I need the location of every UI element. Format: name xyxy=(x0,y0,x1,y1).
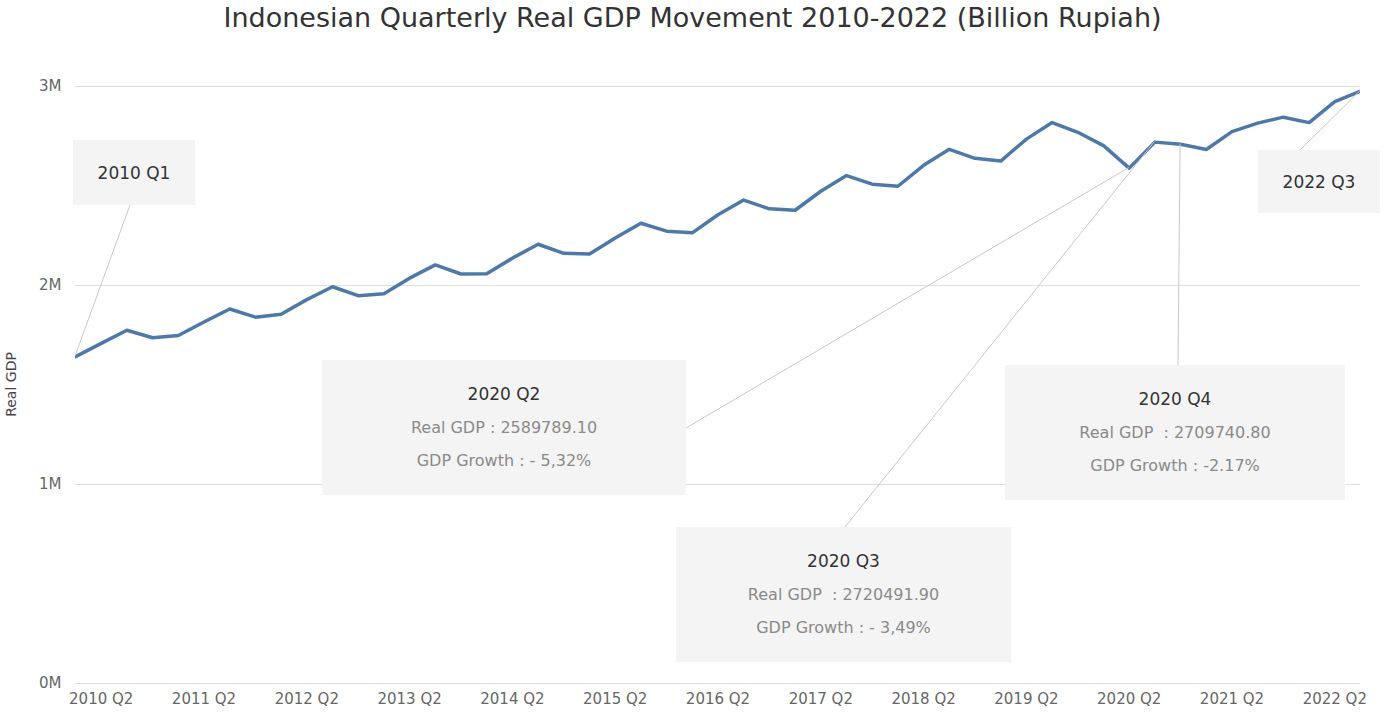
svg-text:2017 Q2: 2017 Q2 xyxy=(789,690,853,708)
svg-text:2014 Q2: 2014 Q2 xyxy=(480,690,544,708)
svg-text:GDP Growth : - 3,49%: GDP Growth : - 3,49% xyxy=(756,618,931,637)
svg-text:Real GDP : 2589789.10: Real GDP : 2589789.10 xyxy=(411,418,597,437)
svg-text:Real GDP : 2720491.90: Real GDP : 2720491.90 xyxy=(748,585,939,604)
svg-text:2011 Q2: 2011 Q2 xyxy=(172,690,236,708)
svg-text:2M: 2M xyxy=(39,276,62,294)
svg-text:2020 Q4: 2020 Q4 xyxy=(1139,389,1212,409)
svg-text:0M: 0M xyxy=(39,674,62,692)
svg-text:2021 Q2: 2021 Q2 xyxy=(1200,690,1264,708)
html-text:Indonesian Quarterly Real GDP: Indonesian Quarterly Real GDP Movement 2… xyxy=(223,2,1162,33)
svg-text:GDP Growth : - 5,32%: GDP Growth : - 5,32% xyxy=(417,451,592,470)
svg-text:2016 Q2: 2016 Q2 xyxy=(686,690,750,708)
svg-text:3M: 3M xyxy=(39,77,62,95)
svg-text:2010 Q2: 2010 Q2 xyxy=(69,690,133,708)
svg-text:2022 Q3: 2022 Q3 xyxy=(1283,172,1356,192)
svg-text:2019 Q2: 2019 Q2 xyxy=(994,690,1058,708)
svg-text:1M: 1M xyxy=(39,475,62,493)
svg-text:2022 Q2: 2022 Q2 xyxy=(1303,690,1367,708)
svg-text:2020 Q2: 2020 Q2 xyxy=(1097,690,1161,708)
svg-text:2013 Q2: 2013 Q2 xyxy=(377,690,441,708)
svg-text:2010 Q1: 2010 Q1 xyxy=(98,163,171,183)
svg-text:Real GDP : 2709740.80: Real GDP : 2709740.80 xyxy=(1079,423,1270,442)
svg-text:2020 Q3: 2020 Q3 xyxy=(807,551,880,571)
svg-text:2018 Q2: 2018 Q2 xyxy=(891,690,955,708)
svg-text:GDP Growth : -2.17%: GDP Growth : -2.17% xyxy=(1090,456,1260,475)
svg-text:Real GDP: Real GDP xyxy=(3,352,19,417)
svg-text:2015 Q2: 2015 Q2 xyxy=(583,690,647,708)
svg-text:2012 Q2: 2012 Q2 xyxy=(275,690,339,708)
svg-text:2020 Q2: 2020 Q2 xyxy=(468,384,541,404)
